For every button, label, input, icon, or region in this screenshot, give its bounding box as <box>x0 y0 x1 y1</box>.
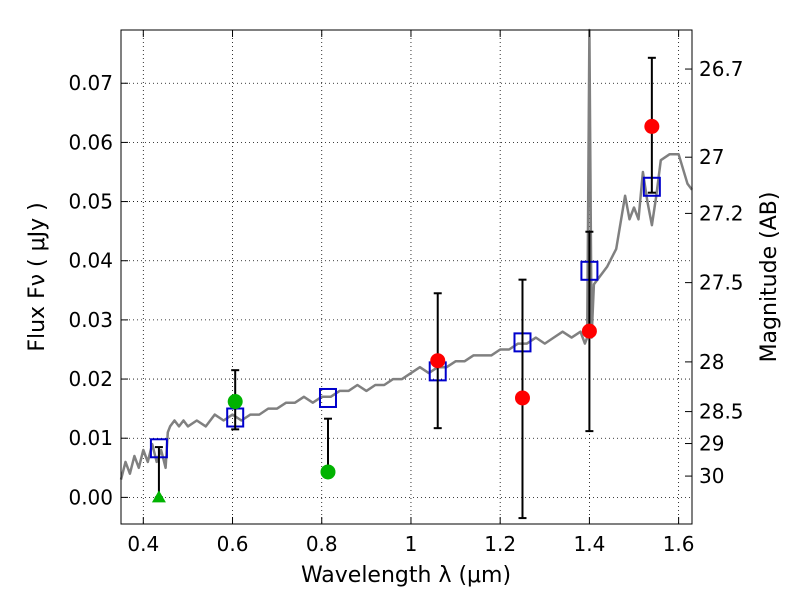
red-data-point <box>644 118 660 134</box>
x-axis: 0.4 0.6 0.8 1 1.2 1.4 1.6 <box>127 30 695 556</box>
x-tick-label: 0.4 <box>127 532 159 556</box>
model-photometry-square <box>318 387 337 408</box>
x-tick-label: 1 <box>405 532 418 556</box>
y-right-tick-label: 28 <box>699 350 724 374</box>
y-right-tick-label: 27.5 <box>699 271 744 295</box>
y-tick-label: 0.00 <box>68 485 113 509</box>
x-tick-label: 0.8 <box>306 532 338 556</box>
x-axis-title: Wavelength λ (μm) <box>301 563 511 588</box>
y-tick-label: 0.05 <box>68 190 113 214</box>
y-tick-label: 0.02 <box>68 367 113 391</box>
y-right-tick-label: 26.7 <box>699 57 744 81</box>
x-tick-label: 1.4 <box>573 532 605 556</box>
plot-frame <box>120 29 693 525</box>
y-right-tick-label: 27.2 <box>699 201 744 225</box>
y-right-tick-label: 29 <box>699 432 724 456</box>
y-tick-label: 0.04 <box>68 249 113 273</box>
y-tick-label: 0.06 <box>68 130 113 154</box>
y-right-tick-label: 28.5 <box>699 400 744 424</box>
y-axis-title: Flux Fν ( μJy ) <box>25 202 50 351</box>
data-series <box>119 28 693 520</box>
model-sed-line <box>119 28 693 480</box>
green-data-point <box>227 394 243 410</box>
y-tick-label: 0.01 <box>68 426 113 450</box>
red-data-point <box>514 390 530 406</box>
y-right-tick-label: 30 <box>699 464 724 488</box>
green-data-point <box>320 464 336 480</box>
y-axis-right-title: Magnitude (AB) <box>757 192 782 363</box>
y-right-tick-label: 27 <box>699 145 724 169</box>
upper-limit-triangle <box>151 490 166 503</box>
y-tick-label: 0.07 <box>68 71 113 95</box>
red-data-point <box>581 323 597 339</box>
red-data-point <box>430 353 446 369</box>
x-tick-label: 1.6 <box>663 532 695 556</box>
y-axis-left: 0.00 0.01 0.02 0.03 0.04 0.05 0.06 0.07 <box>68 71 128 509</box>
y-axis-right: 26.7 27 27.2 27.5 28 28.5 29 30 <box>685 57 744 488</box>
y-tick-label: 0.03 <box>68 308 113 332</box>
x-tick-label: 1.2 <box>484 532 516 556</box>
x-tick-label: 0.6 <box>217 532 249 556</box>
